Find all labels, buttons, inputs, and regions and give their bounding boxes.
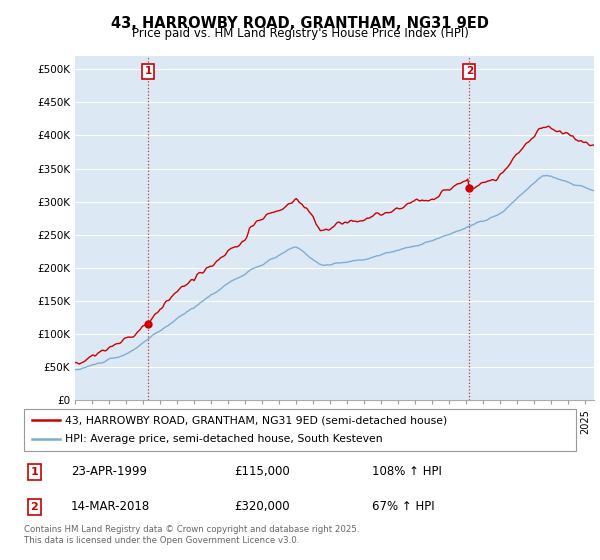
Text: 14-MAR-2018: 14-MAR-2018 <box>71 500 150 513</box>
Text: Price paid vs. HM Land Registry's House Price Index (HPI): Price paid vs. HM Land Registry's House … <box>131 27 469 40</box>
Text: 2: 2 <box>466 66 473 76</box>
Text: 108% ↑ HPI: 108% ↑ HPI <box>372 465 442 478</box>
Text: Contains HM Land Registry data © Crown copyright and database right 2025.
This d: Contains HM Land Registry data © Crown c… <box>24 525 359 545</box>
Text: 67% ↑ HPI: 67% ↑ HPI <box>372 500 434 513</box>
Text: 43, HARROWBY ROAD, GRANTHAM, NG31 9ED (semi-detached house): 43, HARROWBY ROAD, GRANTHAM, NG31 9ED (s… <box>65 415 448 425</box>
Text: HPI: Average price, semi-detached house, South Kesteven: HPI: Average price, semi-detached house,… <box>65 435 383 445</box>
Text: 23-APR-1999: 23-APR-1999 <box>71 465 147 478</box>
Text: £115,000: £115,000 <box>234 465 290 478</box>
Text: 1: 1 <box>145 66 152 76</box>
Text: 1: 1 <box>31 467 38 477</box>
Text: £320,000: £320,000 <box>234 500 289 513</box>
Text: 2: 2 <box>31 502 38 512</box>
Text: 43, HARROWBY ROAD, GRANTHAM, NG31 9ED: 43, HARROWBY ROAD, GRANTHAM, NG31 9ED <box>111 16 489 31</box>
